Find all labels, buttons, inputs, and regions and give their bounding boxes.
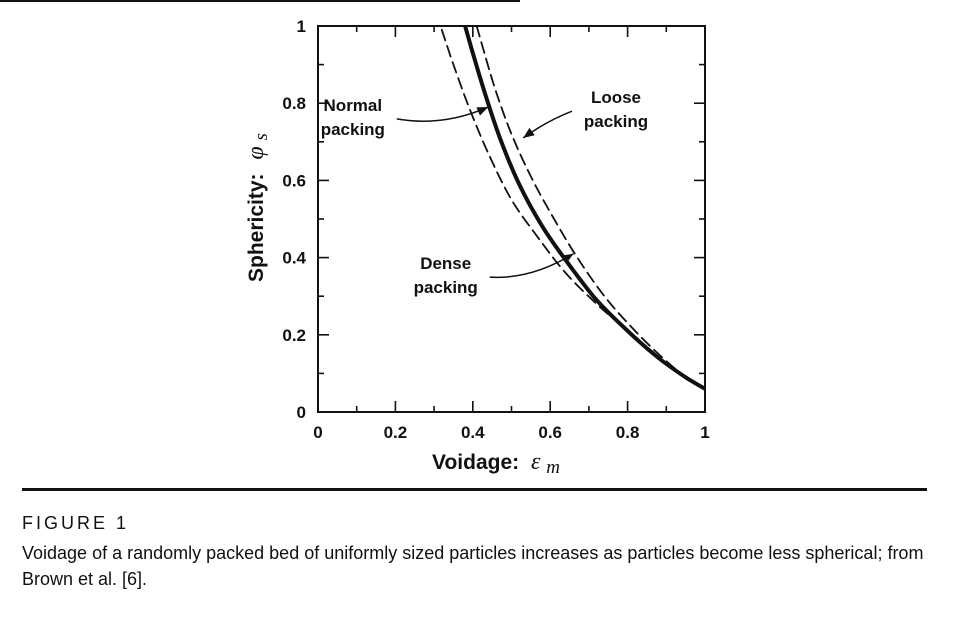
annotation-line: Loose — [591, 88, 641, 107]
dense-packing-arrowhead — [561, 253, 574, 264]
x-tick-label: 1 — [700, 423, 709, 442]
x-tick-label: 0 — [313, 423, 322, 442]
plot-frame — [317, 25, 706, 413]
annotation-line: packing — [414, 278, 478, 297]
x-axis-symbol: ε — [531, 449, 541, 475]
figure-label: FIGURE 1 — [22, 513, 130, 533]
dense-packing-curve — [440, 29, 705, 390]
annotation-line: packing — [584, 112, 648, 131]
top-rule — [0, 0, 520, 2]
x-axis-label: Voidage: — [432, 451, 519, 474]
y-tick-label: 0.6 — [282, 171, 306, 190]
loose-packing-label: Loose packing — [584, 88, 648, 131]
y-axis-symbol: φ — [243, 146, 269, 159]
loose-packing-arrowhead — [523, 127, 535, 138]
annotation-line: Normal — [324, 96, 383, 115]
y-tick-label: 0.8 — [282, 94, 306, 113]
normal-packing-curve — [463, 26, 705, 391]
annotations-group: Normal packing Loose packing Dense packing — [321, 88, 648, 297]
tick-labels: 0 0.2 0.4 0.6 0.8 1 0 0.2 0.4 0.6 0.8 1 — [282, 17, 709, 442]
y-tick-label: 0 — [297, 403, 306, 422]
normal-packing-arrowhead — [476, 107, 489, 116]
dense-packing-label: Dense packing — [414, 254, 478, 297]
y-axis-subscript: s — [251, 133, 272, 140]
axis-ticks — [317, 25, 706, 413]
loose-packing-curve — [475, 26, 705, 390]
x-tick-label: 0.8 — [616, 423, 640, 442]
y-axis-title: Sphericity: φ s — [243, 133, 272, 282]
x-tick-label: 0.6 — [538, 423, 562, 442]
x-tick-label: 0.4 — [461, 423, 485, 442]
x-tick-label: 0.2 — [384, 423, 408, 442]
y-tick-label: 1 — [297, 17, 306, 36]
caption-separator — [22, 488, 927, 491]
figure-caption: Voidage of a randomly packed bed of unif… — [22, 543, 924, 589]
y-tick-label: 0.2 — [282, 326, 306, 345]
dense-packing-arrow — [489, 253, 574, 279]
x-axis-title: Voidage: ε m — [432, 449, 560, 478]
annotation-line: Dense — [420, 254, 471, 273]
x-axis-subscript: m — [546, 457, 560, 478]
annotation-line: packing — [321, 120, 385, 139]
y-axis-label: Sphericity: — [245, 173, 268, 282]
normal-packing-label: Normal packing — [321, 96, 385, 139]
series-group — [440, 26, 705, 391]
y-tick-label: 0.4 — [282, 249, 306, 268]
